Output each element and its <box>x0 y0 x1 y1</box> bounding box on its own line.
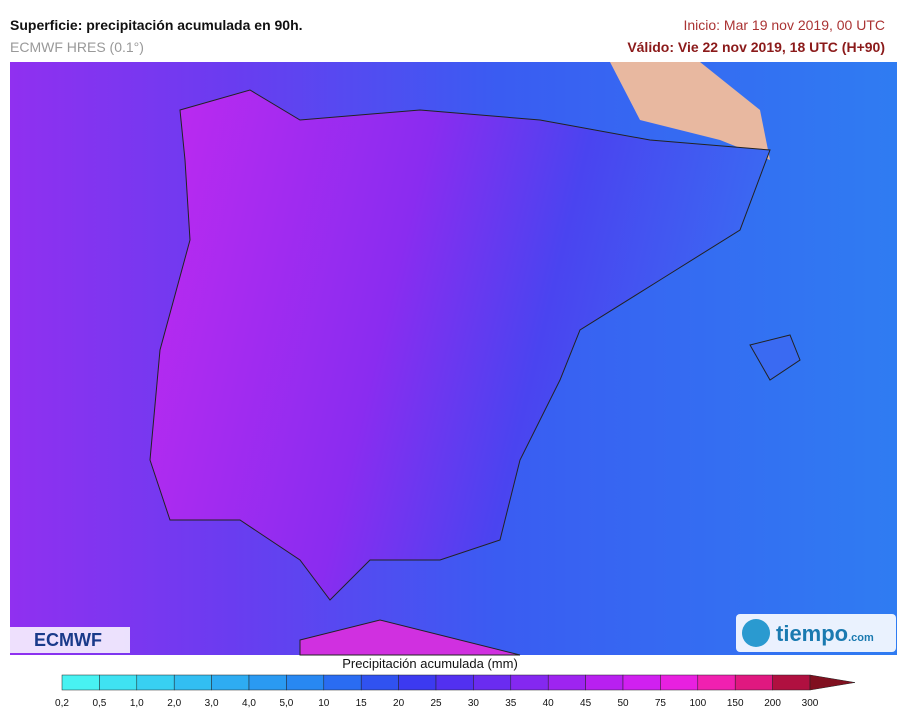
color-swatch <box>510 674 549 691</box>
colorbar-label: 4,0 <box>242 698 256 709</box>
colorbar-label: 150 <box>727 698 744 709</box>
colorbar-label: 25 <box>430 698 442 709</box>
init-time: Inicio: Mar 19 nov 2019, 00 UTC <box>683 17 885 33</box>
colorbar-label: 40 <box>543 698 555 709</box>
colorbar-label: 3,0 <box>205 698 219 709</box>
color-swatch <box>61 674 100 691</box>
mallorca <box>749 334 801 381</box>
colorbar-label: 50 <box>617 698 629 709</box>
tiempo-logo-bg <box>736 614 896 652</box>
colorbar-label: 5,0 <box>279 698 293 709</box>
color-swatch <box>473 674 512 691</box>
color-arrow <box>809 674 856 691</box>
color-swatch <box>360 674 399 691</box>
color-swatch <box>398 674 437 691</box>
color-swatch <box>734 674 773 691</box>
valid-time: Válido: Vie 22 nov 2019, 18 UTC (H+90) <box>627 39 885 55</box>
colorbar-label: 20 <box>393 698 405 709</box>
color-swatch <box>136 674 175 691</box>
map-title: Superficie: precipitación acumulada en 9… <box>10 17 303 33</box>
color-swatch <box>286 674 325 691</box>
colorbar-label: 10 <box>318 698 330 709</box>
legend-title: Precipitación acumulada (mm) <box>342 656 518 671</box>
colorbar-label: 200 <box>764 698 781 709</box>
color-swatch <box>660 674 699 691</box>
colorbar-label: 35 <box>505 698 517 709</box>
color-swatch <box>211 674 250 691</box>
colorbar-label: 0,5 <box>92 698 106 709</box>
tiempo-icon <box>742 619 770 647</box>
color-swatch <box>99 674 138 691</box>
color-swatch <box>323 674 362 691</box>
north-africa <box>299 619 521 656</box>
france-dry-area <box>610 62 770 160</box>
color-swatch <box>772 674 811 691</box>
color-swatch <box>435 674 474 691</box>
color-swatch <box>697 674 736 691</box>
colorbar-label: 1,0 <box>130 698 144 709</box>
colorbar-label: 45 <box>580 698 592 709</box>
iberian-peninsula <box>149 89 771 601</box>
ecmwf-logo-bg <box>10 627 130 653</box>
map: ECMWF tiempo.com <box>10 62 897 656</box>
tiempo-suffix: .com <box>848 632 874 644</box>
colorbar-label: 2,0 <box>167 698 181 709</box>
colorbar: 0,2 0,5 1,0 2,0 3,0 4,0 5,0 10 15 20 25 30 35 40 45 50 7… <box>55 674 856 709</box>
colorbar-label: 30 <box>468 698 480 709</box>
color-swatch <box>248 674 287 691</box>
colorbar-label: 300 <box>802 698 819 709</box>
color-swatch <box>585 674 624 691</box>
color-swatch <box>622 674 661 691</box>
tiempo-name: tiempo <box>776 621 848 646</box>
color-swatch <box>547 674 586 691</box>
colorbar-label: 100 <box>689 698 706 709</box>
colorbar-label: 15 <box>356 698 368 709</box>
color-swatch <box>173 674 212 691</box>
ecmwf-logo: ECMWF <box>34 630 102 650</box>
tiempo-logo: tiempo.com <box>776 621 874 646</box>
model-label: ECMWF HRES (0.1°) <box>10 39 144 55</box>
colorbar-label: 0,2 <box>55 698 69 709</box>
colorbar-label: 75 <box>655 698 667 709</box>
